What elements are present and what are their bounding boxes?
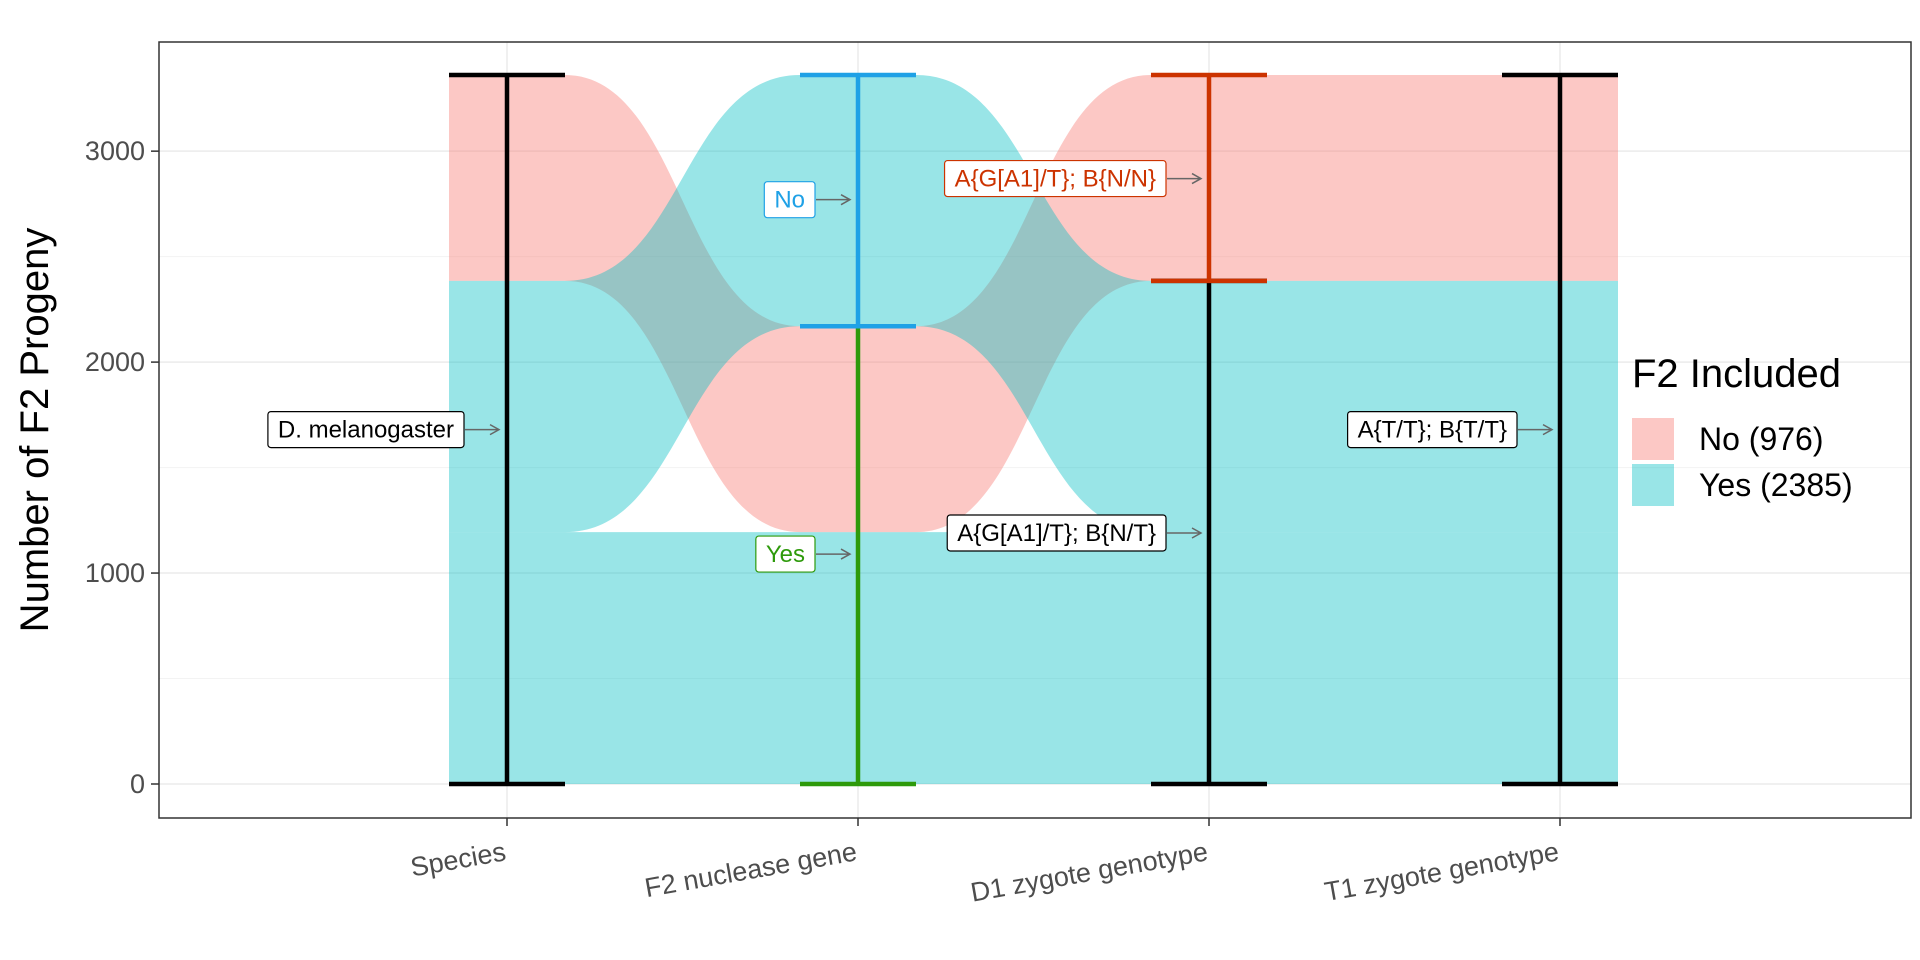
x-tick-label: Species [408, 836, 508, 882]
stratum-label: A{G[A1]/T}; B{N/T} [946, 514, 1203, 552]
legend-label: No (976) [1699, 421, 1824, 457]
y-tick-label: 3000 [85, 136, 145, 166]
stratum-bars [449, 72, 1618, 787]
stratum-bar [449, 72, 565, 787]
x-tick-label: F2 nuclease gene [642, 836, 859, 903]
x-axis: Species F2 nuclease gene D1 zygote genotyp… [408, 818, 1561, 908]
legend: F2 Included No (976) Yes (2385) [1632, 352, 1853, 506]
stratum-bar [1151, 72, 1267, 284]
x-tick-label: T1 zygote genotype [1322, 836, 1561, 907]
y-axis-title: Number of F2 Progeny [13, 228, 57, 633]
legend-title: F2 Included [1632, 352, 1841, 396]
y-tick-label: 0 [130, 769, 145, 799]
plot-panel-border [158, 41, 1912, 819]
stratum-bar [800, 72, 916, 329]
stratum-label-text: Yes [766, 541, 805, 568]
stratum-bar [1502, 72, 1618, 787]
minor-gridlines [159, 256, 1911, 680]
stratum-label: A{T/T}; B{T/T} [1347, 411, 1554, 449]
stratum-label-text: D. melanogaster [278, 417, 454, 444]
stratum-labels: D. melanogaster Yes No A{G[A1]/T}; B{N/T} A{… [267, 159, 1554, 573]
stratum-label-text: A{G[A1]/T}; B{N/N} [955, 166, 1156, 193]
legend-swatch [1632, 418, 1674, 460]
stratum-label-text: No [774, 187, 805, 214]
legend-swatch [1632, 464, 1674, 506]
y-tick-label: 1000 [85, 558, 145, 588]
stratum-label: No [763, 181, 852, 219]
stratum-label-text: A{T/T}; B{T/T} [1358, 417, 1507, 444]
stratum-label: Yes [755, 535, 852, 573]
stratum-label: D. melanogaster [267, 411, 501, 449]
x-tick-label: D1 zygote genotype [968, 836, 1210, 907]
legend-label: Yes (2385) [1699, 467, 1853, 503]
stratum-label-text: A{G[A1]/T}; B{N/T} [957, 520, 1156, 547]
alluvial-flows [449, 75, 1618, 784]
y-tick-label: 2000 [85, 347, 145, 377]
flow-yes [449, 532, 1618, 784]
stratum-label: A{G[A1]/T}; B{N/N} [943, 159, 1203, 198]
flow-yes [449, 75, 1618, 533]
y-axis: 0 1000 2000 3000 [85, 136, 159, 799]
flow-no [449, 75, 1618, 533]
